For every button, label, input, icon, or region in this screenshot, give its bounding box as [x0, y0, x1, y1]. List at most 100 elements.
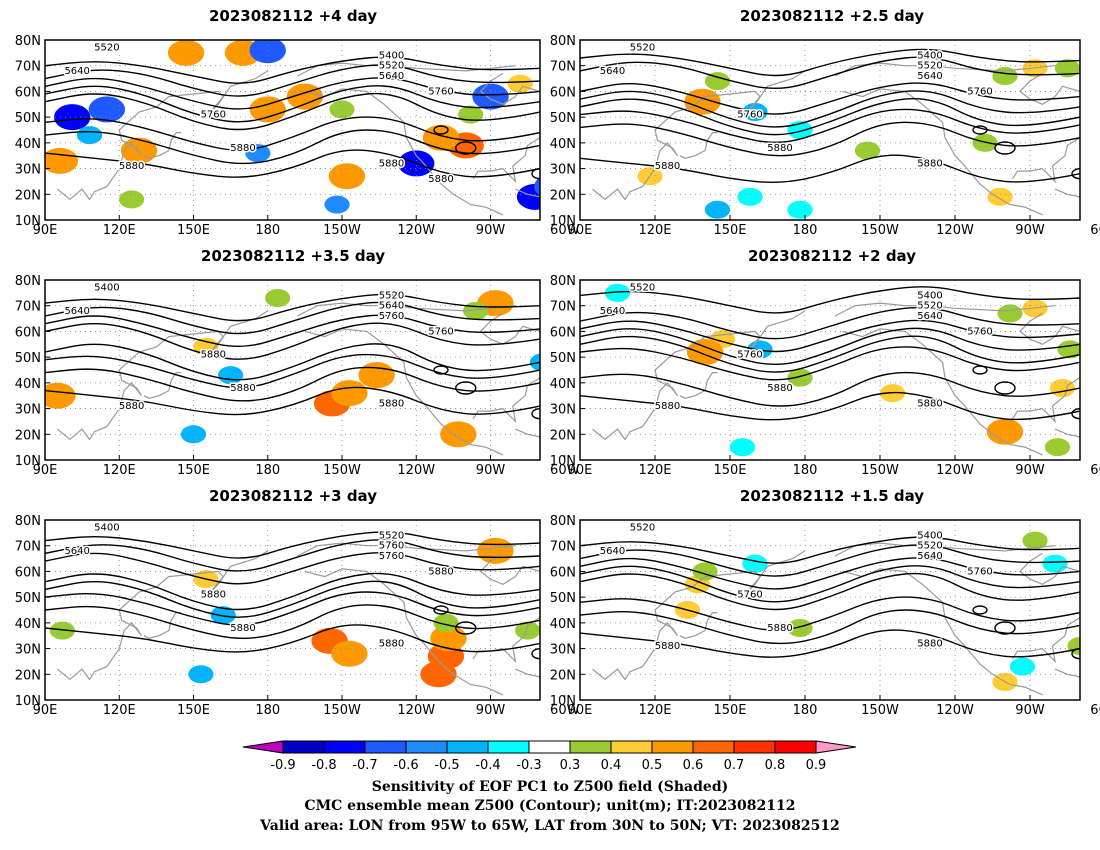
coastline-segment — [143, 132, 182, 159]
lat-tick-label: 20N — [15, 428, 41, 443]
coastline-segment — [1011, 72, 1080, 184]
colorbar-tick-label: -0.6 — [393, 758, 418, 773]
contour-label: 5400 — [379, 50, 404, 61]
contour-label: 5880 — [767, 143, 792, 154]
z500-contour — [45, 604, 540, 639]
lon-tick-label: 120W — [397, 703, 435, 718]
z500-contour — [580, 56, 1080, 90]
z500-contour — [45, 64, 540, 97]
closed-contour — [972, 125, 988, 135]
axis-ticks: 90E120E150E180150W120W90W60W10N20N30N40N… — [550, 274, 1100, 478]
colorbar-tick-label: 0.3 — [560, 758, 581, 773]
coastline-segment — [304, 568, 504, 696]
lat-tick-label: 80N — [15, 514, 41, 529]
z500-contour — [45, 353, 540, 389]
lon-tick-label: 120W — [936, 703, 974, 718]
sensitivity-cell — [507, 74, 533, 93]
contour-label: 5880 — [917, 158, 942, 169]
z500-contour — [580, 629, 1080, 658]
coastline-segment — [1054, 428, 1080, 438]
colorbar-tick-label: 0.8 — [765, 758, 786, 773]
contour-label: 5520 — [94, 43, 119, 54]
colorbar-tick-label: 0.6 — [683, 758, 704, 773]
lon-tick-label: 120E — [638, 463, 671, 478]
contour-label: 5760 — [379, 311, 404, 322]
z500-contour — [580, 371, 1080, 407]
lat-tick-label: 20N — [550, 188, 576, 203]
sensitivity-cell — [420, 661, 457, 688]
closed-contour — [1071, 408, 1080, 420]
lat-tick-label: 30N — [15, 403, 41, 418]
sensitivity-cell — [729, 438, 756, 457]
colorbar-extend-high — [815, 740, 857, 754]
z500-contours — [580, 286, 1080, 421]
closed-contour — [531, 648, 540, 660]
closed-contour — [994, 621, 1016, 635]
contour-label: 5880 — [201, 590, 226, 601]
contour-label: 5760 — [201, 110, 226, 121]
contour-label: 5520 — [917, 301, 942, 312]
contour-label: 5640 — [917, 71, 942, 82]
lon-tick-label: 150W — [861, 463, 899, 478]
sensitivity-cell — [249, 96, 286, 123]
z500-contour — [580, 565, 1080, 603]
sensitivity-cell — [787, 368, 813, 387]
sensitivity-cell — [1009, 657, 1036, 676]
z500-contour — [45, 314, 540, 348]
colorbar-swatch — [487, 740, 530, 754]
z500-contour — [580, 335, 1080, 373]
lat-tick-label: 70N — [550, 60, 576, 75]
contour-label: 5880 — [917, 638, 942, 649]
sensitivity-cell — [45, 147, 79, 174]
closed-contour — [455, 381, 477, 395]
lon-tick-label: 150W — [323, 463, 361, 478]
plot-frame — [44, 279, 541, 461]
contour-label: 5640 — [600, 306, 625, 317]
lon-tick-label: 150E — [713, 223, 746, 238]
lat-tick-label: 20N — [550, 428, 576, 443]
axis-ticks: 90E120E150E180150W120W90W60W10N20N30N40N… — [550, 34, 1100, 238]
coastline-segment — [515, 668, 540, 678]
coastline — [57, 542, 540, 696]
closed-contour — [994, 381, 1016, 395]
sensitivity-cell — [604, 283, 631, 302]
sensitivity-cell — [328, 163, 366, 190]
contour-label: 5640 — [379, 71, 404, 82]
lon-tick-label: 90E — [33, 223, 58, 238]
colorbar-swatch — [405, 740, 448, 754]
lon-tick-label: 120E — [638, 703, 671, 718]
z500-contour — [580, 346, 1080, 381]
sensitivity-cell — [787, 619, 813, 637]
lon-tick-label: 90W — [476, 703, 506, 718]
contour-label: 5880 — [655, 401, 680, 412]
z500-contour — [580, 154, 1080, 183]
lon-tick-label: 180 — [255, 703, 280, 718]
contour-label: 5760 — [737, 110, 762, 121]
closed-contour — [1071, 168, 1080, 180]
contour-label: 5880 — [230, 383, 255, 394]
z500-contours — [45, 56, 540, 180]
contour-label: 5400 — [917, 290, 942, 301]
sensitivity-cell — [992, 67, 1018, 85]
closed-contour — [972, 605, 988, 615]
lon-tick-label: 120W — [397, 223, 435, 238]
z500-contours — [45, 531, 540, 660]
z500-contours — [580, 48, 1080, 183]
caption: Sensitivity of EOF PC1 to Z500 field (Sh… — [259, 779, 840, 834]
contour-label: 5880 — [655, 641, 680, 652]
z500-contour — [45, 322, 540, 360]
coastline-segment — [592, 310, 806, 441]
contour-label: 5880 — [119, 401, 144, 412]
contour-label: 5400 — [917, 530, 942, 541]
lon-tick-label: 120E — [103, 463, 136, 478]
lat-tick-label: 10N — [15, 214, 41, 229]
sensitivity-cell — [986, 418, 1024, 445]
lat-tick-label: 20N — [15, 188, 41, 203]
